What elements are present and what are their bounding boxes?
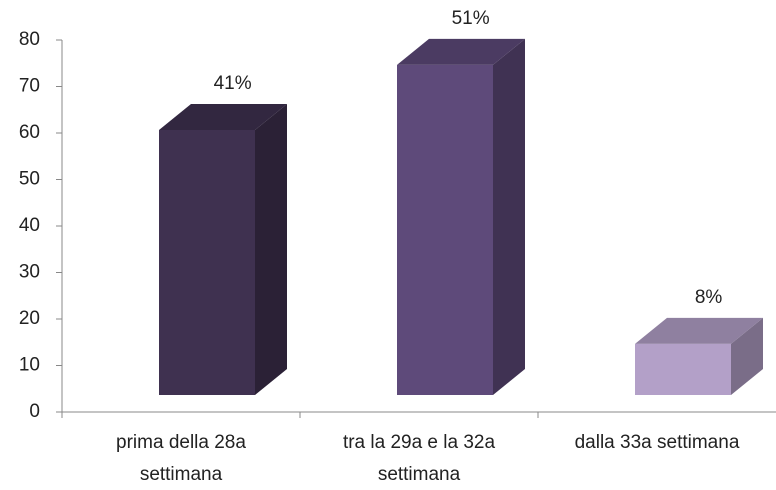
y-tick-label: 70 (19, 76, 40, 97)
bar-top (635, 317, 763, 344)
y-tick-label: 50 (19, 169, 40, 190)
bar (397, 38, 525, 396)
data-label: 8% (695, 287, 723, 308)
bar (159, 104, 287, 395)
bar-side (731, 317, 763, 395)
y-tick-label: 40 (19, 215, 40, 236)
data-label: 41% (214, 73, 252, 94)
y-tick-label: 30 (19, 262, 40, 283)
y-tick-label: 20 (19, 308, 40, 329)
bar-side (493, 38, 525, 396)
bar-side (255, 104, 287, 395)
bar (635, 317, 763, 395)
y-tick-label: 10 (19, 355, 40, 376)
x-tick-label: tra la 29a e la 32a settimana (343, 432, 496, 485)
bar-front (635, 343, 731, 395)
y-tick-label: 60 (19, 122, 40, 143)
x-tick-label-line: prima della 28a (116, 432, 246, 453)
x-tick-label: prima della 28a settimana (116, 432, 246, 485)
y-tick-label: 80 (19, 29, 40, 50)
x-tick-label-line: tra la 29a e la 32a (343, 432, 496, 453)
y-tick-label: 0 (29, 401, 40, 422)
x-tick-label-line: dalla 33a settimana (575, 432, 740, 453)
x-tick-label-line: settimana (378, 464, 461, 485)
x-tick-label-line: settimana (140, 464, 223, 485)
bar-front (159, 130, 255, 395)
bar-top (397, 38, 525, 65)
x-tick-label: dalla 33a settimana (575, 432, 740, 453)
bar-top (159, 104, 287, 130)
bar-front (397, 64, 493, 396)
data-label: 51% (452, 8, 490, 29)
